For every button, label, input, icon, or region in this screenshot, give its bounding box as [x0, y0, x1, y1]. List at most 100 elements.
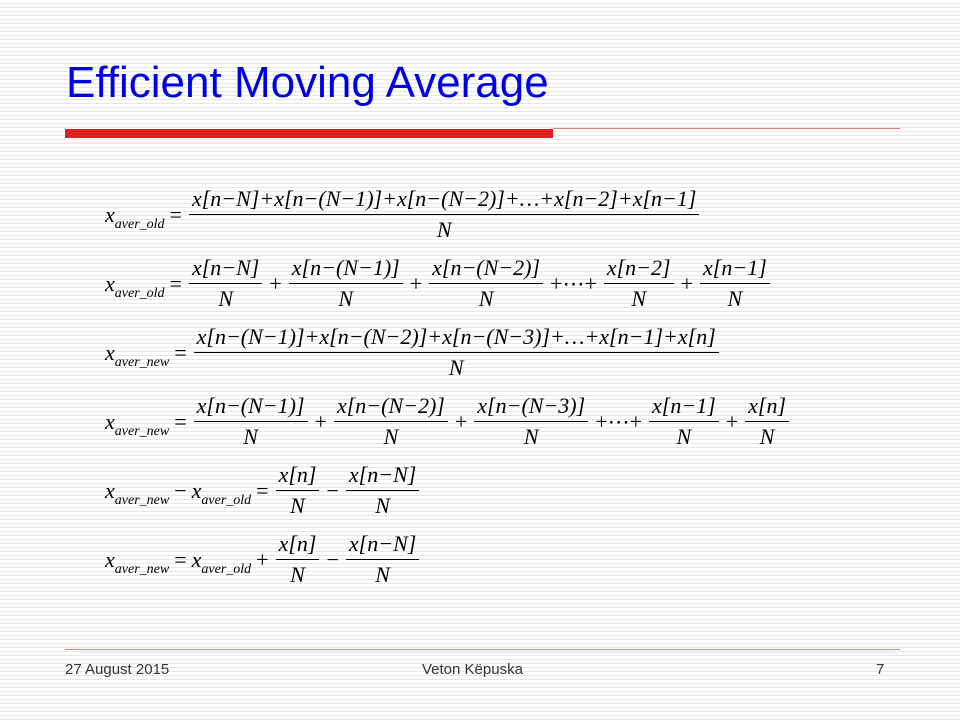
variable-subscript: aver_new — [114, 561, 170, 577]
numerator: x[n−1] — [649, 393, 719, 422]
numerator: x[n] — [275, 531, 320, 560]
fraction: x[n−N]+x[n−(N−1)]+x[n−(N−2)]+…+x[n−2]+x[… — [188, 186, 700, 243]
fraction: x[n−(N−1)] N — [193, 393, 308, 450]
operator: + — [314, 408, 327, 434]
fraction: x[n−(N−2)] N — [333, 393, 448, 450]
variable-subscript: aver_old — [114, 216, 165, 232]
operator: + — [454, 408, 468, 434]
slide-title: Efficient Moving Average — [66, 58, 549, 107]
variable: xaver_new — [105, 546, 169, 577]
page-number: 7 — [876, 661, 885, 678]
variable: xaver_old — [105, 270, 165, 301]
footer-rule — [65, 649, 900, 650]
equation: xaver_old = x[n−N]+x[n−(N−1)]+x[n−(N−2)]+…… — [105, 180, 925, 249]
numerator: x[n−1] — [700, 255, 770, 284]
equation: xaver_new = x[n−(N−1)]+x[n−(N−2)]+x[n−(N−3… — [105, 318, 925, 387]
numerator: x[n−N]+x[n−(N−1)]+x[n−(N−2)]+…+x[n−2]+x[… — [188, 186, 700, 215]
equation: xaver_new = x[n−(N−1)] N + x[n−(N−2)] N + x[n−(N… — [105, 387, 925, 456]
fraction: x[n−N] N — [188, 255, 263, 312]
denominator: N — [375, 493, 390, 518]
numerator: x[n−N] — [345, 462, 420, 491]
variable: xaver_new — [105, 408, 169, 439]
numerator: x[n−(N−2)] — [333, 393, 448, 422]
fraction: x[n−(N−1)]+x[n−(N−2)]+x[n−(N−3)]+…+x[n−1… — [193, 324, 719, 381]
variable-subscript: aver_old — [114, 285, 165, 301]
title-underline — [65, 129, 553, 138]
operator: + — [256, 546, 269, 572]
footer-author: Veton Këpuska — [422, 661, 523, 678]
equation: xaver_new = xaver_old + x[n] N − x[n−N] N — [105, 525, 925, 594]
variable-base: x — [105, 477, 115, 503]
denominator: N — [727, 286, 743, 311]
denominator: N — [290, 493, 305, 518]
operator: +⋯+ — [550, 270, 597, 296]
fraction: x[n−(N−3)] N — [474, 393, 589, 450]
variable-base: x — [105, 270, 115, 296]
denominator: N — [338, 286, 354, 311]
equation: xaver_new − xaver_old = x[n] N − x[n−N] N — [105, 456, 925, 525]
variable: xaver_old — [191, 546, 252, 577]
fraction: x[n] N — [745, 393, 790, 450]
operator: + — [269, 270, 282, 296]
operator: +⋯+ — [595, 408, 643, 434]
denominator: N — [218, 286, 233, 311]
operator: = — [169, 270, 182, 296]
variable-base: x — [105, 546, 115, 572]
operator: + — [409, 270, 423, 296]
operator: + — [680, 270, 694, 296]
numerator: x[n−(N−1)]+x[n−(N−2)]+x[n−(N−3)]+…+x[n−1… — [193, 324, 719, 353]
variable-subscript: aver_old — [201, 561, 252, 577]
variable-subscript: aver_new — [114, 492, 170, 508]
denominator: N — [523, 424, 539, 449]
numerator: x[n] — [745, 393, 790, 422]
fraction: x[n−N] N — [345, 462, 420, 519]
variable-base: x — [105, 408, 115, 434]
numerator: x[n] — [275, 462, 320, 491]
variable: xaver_old — [105, 201, 165, 232]
footer-date: 27 August 2015 — [65, 661, 170, 678]
numerator: x[n−2] — [603, 255, 674, 284]
fraction: x[n−1] N — [649, 393, 719, 450]
variable: xaver_old — [191, 477, 252, 508]
denominator: N — [676, 424, 692, 449]
denominator: N — [375, 562, 390, 587]
fraction: x[n−2] N — [603, 255, 674, 312]
variable-base: x — [105, 201, 115, 227]
fraction: x[n] N — [275, 531, 320, 588]
variable: xaver_new — [105, 339, 169, 370]
denominator: N — [478, 286, 494, 311]
numerator: x[n−(N−3)] — [474, 393, 589, 422]
denominator: N — [290, 562, 305, 587]
variable-base: x — [105, 339, 115, 365]
operator: − — [326, 477, 339, 503]
numerator: x[n−(N−2)] — [429, 255, 544, 284]
numerator: x[n−N] — [188, 255, 263, 284]
denominator: N — [759, 424, 775, 449]
equation: xaver_old = x[n−N] N + x[n−(N−1)] N + x[n−(N−2)]… — [105, 249, 925, 318]
variable-base: x — [191, 546, 202, 572]
operator: = — [169, 201, 182, 227]
operator: + — [725, 408, 739, 434]
variable-subscript: aver_new — [114, 423, 170, 439]
operator: = — [174, 546, 187, 572]
denominator: N — [383, 424, 399, 449]
denominator: N — [631, 286, 647, 311]
equations: xaver_old = x[n−N]+x[n−(N−1)]+x[n−(N−2)]+…… — [105, 180, 925, 594]
variable-base: x — [191, 477, 202, 503]
operator: = — [174, 408, 187, 434]
variable-subscript: aver_old — [201, 492, 252, 508]
title-rule — [553, 128, 900, 129]
fraction: x[n] N — [275, 462, 320, 519]
variable: xaver_new — [105, 477, 169, 508]
denominator: N — [436, 217, 452, 242]
operator: = — [256, 477, 269, 503]
numerator: x[n−(N−1)] — [288, 255, 403, 284]
fraction: x[n−(N−1)] N — [288, 255, 403, 312]
denominator: N — [448, 355, 464, 380]
operator: − — [174, 477, 187, 503]
operator: = — [174, 339, 187, 365]
numerator: x[n−N] — [345, 531, 420, 560]
variable-subscript: aver_new — [114, 354, 170, 370]
fraction: x[n−N] N — [345, 531, 420, 588]
denominator: N — [243, 424, 258, 449]
